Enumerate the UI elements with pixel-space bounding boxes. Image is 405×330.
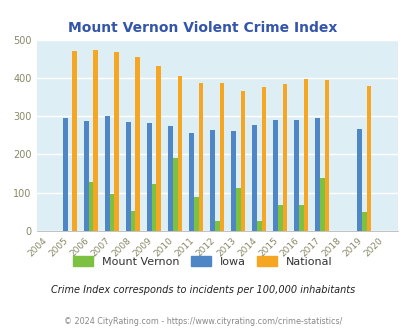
Text: Crime Index corresponds to incidents per 100,000 inhabitants: Crime Index corresponds to incidents per…: [51, 285, 354, 295]
Bar: [114, 52, 119, 231]
Bar: [147, 123, 151, 231]
Bar: [277, 205, 282, 231]
Bar: [173, 158, 177, 231]
Bar: [189, 133, 194, 231]
Bar: [93, 50, 98, 231]
Bar: [105, 116, 110, 231]
Bar: [256, 221, 261, 231]
Bar: [319, 178, 324, 231]
Bar: [294, 119, 298, 231]
Bar: [235, 188, 240, 231]
Bar: [135, 57, 140, 231]
Bar: [151, 184, 156, 231]
Bar: [231, 131, 235, 231]
Bar: [219, 83, 224, 231]
Legend: Mount Vernon, Iowa, National: Mount Vernon, Iowa, National: [69, 251, 336, 271]
Bar: [282, 84, 286, 231]
Bar: [214, 221, 219, 231]
Bar: [110, 194, 114, 231]
Bar: [356, 129, 361, 231]
Bar: [84, 121, 89, 231]
Bar: [298, 205, 303, 231]
Bar: [210, 130, 214, 231]
Bar: [303, 79, 307, 231]
Bar: [198, 83, 202, 231]
Bar: [63, 118, 68, 231]
Bar: [261, 87, 266, 231]
Bar: [156, 66, 161, 231]
Bar: [273, 120, 277, 231]
Bar: [252, 125, 256, 231]
Bar: [126, 121, 130, 231]
Bar: [366, 86, 370, 231]
Bar: [324, 80, 328, 231]
Bar: [240, 91, 245, 231]
Bar: [315, 118, 319, 231]
Bar: [361, 212, 366, 231]
Bar: [72, 51, 77, 231]
Bar: [194, 197, 198, 231]
Bar: [177, 76, 182, 231]
Bar: [168, 126, 173, 231]
Bar: [130, 211, 135, 231]
Text: Mount Vernon Violent Crime Index: Mount Vernon Violent Crime Index: [68, 21, 337, 35]
Bar: [89, 182, 93, 231]
Text: © 2024 CityRating.com - https://www.cityrating.com/crime-statistics/: © 2024 CityRating.com - https://www.city…: [64, 317, 341, 326]
